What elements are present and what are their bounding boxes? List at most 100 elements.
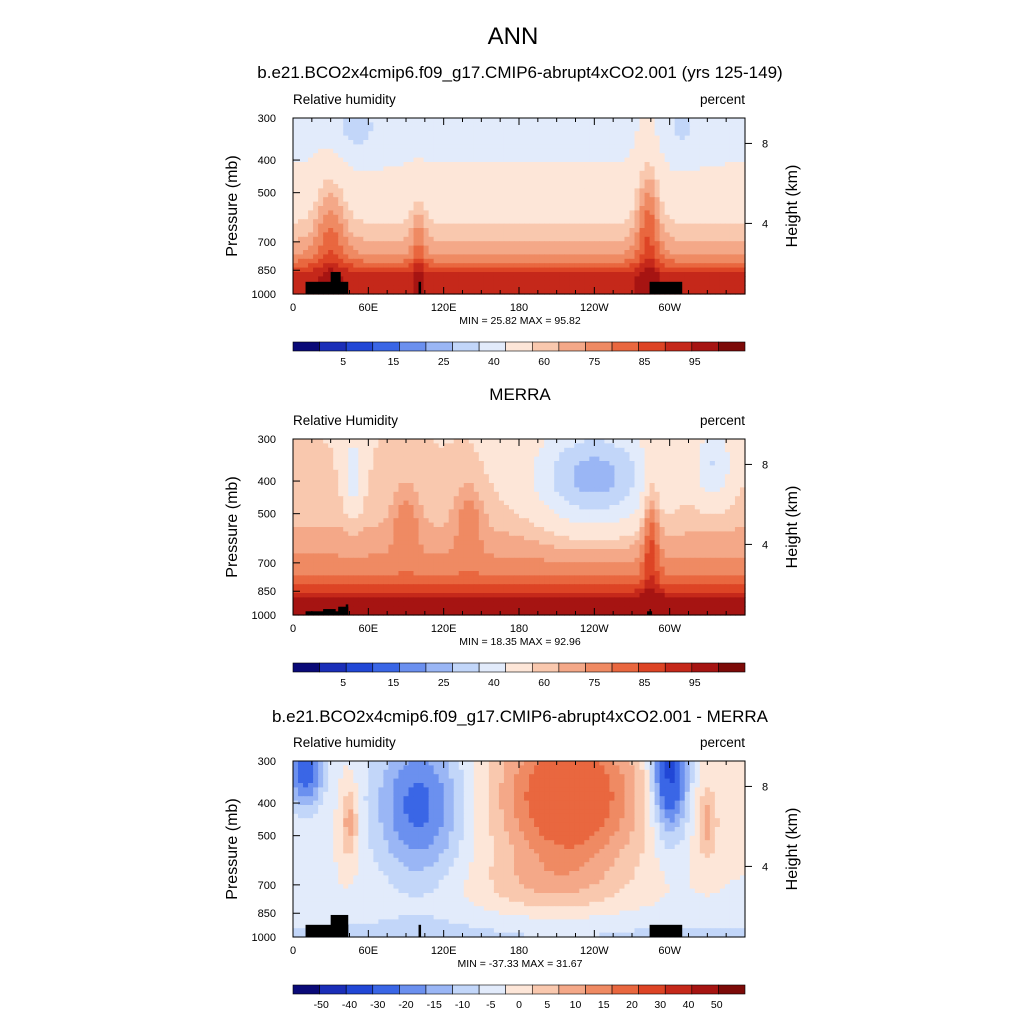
heatmap-cell [429,202,435,207]
heatmap-cell [444,465,450,470]
heatmap-cell [629,232,635,237]
heatmap-cell [614,188,620,193]
heatmap-cell [328,237,334,242]
heatmap-cell [313,180,319,185]
heatmap-cell [619,492,625,497]
heatmap-cell [700,268,706,273]
heatmap-cell [660,206,666,211]
heatmap-cell [444,452,450,457]
heatmap-cell [459,171,465,176]
heatmap-cell [725,193,731,198]
heatmap-cell [363,470,369,475]
heatmap-cell [730,131,736,136]
heatmap-cell [655,175,661,180]
heatmap-cell [629,492,635,497]
heatmap-cell [619,496,625,501]
heatmap-cell [629,193,635,198]
heatmap-cell [539,171,545,176]
heatmap-cell [439,162,445,167]
heatmap-cell [579,202,585,207]
heatmap-cell [564,268,570,273]
heatmap-cell [494,224,500,229]
heatmap-cell [529,448,535,453]
heatmap-cell [318,162,324,167]
heatmap-cell [439,479,445,484]
heatmap-cell [323,501,329,506]
heatmap-cell [670,180,676,185]
heatmap-cell [419,448,425,453]
heatmap-cell [599,232,605,237]
heatmap-cell [710,162,716,167]
heatmap-cell [348,281,354,286]
heatmap-cell [449,162,455,167]
heatmap-cell [660,254,666,259]
heatmap-cell [363,272,369,277]
heatmap-cell [645,237,651,242]
heatmap-cell [383,241,389,246]
heatmap-cell [629,171,635,176]
heatmap-cell [635,193,641,198]
heatmap-cell [393,241,399,246]
heatmap-cell [629,149,635,154]
heatmap-cell [584,285,590,290]
heatmap-cell [700,272,706,277]
x-tick-label: 0 [290,302,296,314]
heatmap-cell [403,457,409,462]
heatmap-cell [419,153,425,158]
heatmap-cell [303,465,309,470]
heatmap-cell [388,202,394,207]
heatmap-cell [454,281,460,286]
heatmap-cell [373,180,379,185]
heatmap-cell [564,175,570,180]
heatmap-cell [635,237,641,242]
heatmap-cell [504,263,510,268]
heatmap-cell [645,219,651,224]
heatmap-cell [624,197,630,202]
heatmap-cell [720,492,726,497]
heatmap-cell [343,175,349,180]
heatmap-cell [579,158,585,163]
heatmap-cell [670,470,676,475]
heatmap-cell [534,465,540,470]
heatmap-cell [670,136,676,141]
heatmap-cell [504,452,510,457]
heatmap-cell [584,457,590,462]
heatmap-cell [469,175,475,180]
heatmap-cell [388,501,394,506]
heatmap-cell [459,496,465,501]
heatmap-cell [459,281,465,286]
heatmap-cell [730,215,736,220]
heatmap-cell [614,479,620,484]
heatmap-cell [690,118,696,123]
heatmap-cell [685,166,691,171]
y2-axis-label: Height (km) [784,165,801,248]
heatmap-cell [720,193,726,198]
heatmap-cell [665,193,671,198]
heatmap-cell [353,224,359,229]
heatmap-cell [635,448,641,453]
heatmap-cell [564,254,570,259]
heatmap-cell [640,153,646,158]
heatmap-cell [298,263,304,268]
heatmap-cell [449,118,455,123]
heatmap-cell [685,272,691,277]
heatmap-cell [303,175,309,180]
heatmap-cell [650,149,656,154]
heatmap-cell [293,443,299,448]
heatmap-cell [388,470,394,475]
heatmap-cell [414,184,420,189]
heatmap-cell [368,206,374,211]
heatmap-cell [464,276,470,281]
heatmap-cell [685,136,691,141]
heatmap-cell [544,285,550,290]
heatmap-cell [313,263,319,268]
heatmap-cell [715,202,721,207]
heatmap-cell [629,272,635,277]
heatmap-cell [479,232,485,237]
heatmap-cell [655,263,661,268]
heatmap-cell [454,474,460,479]
heatmap-cell [514,452,520,457]
heatmap-cell [484,122,490,127]
heatmap-cell [439,457,445,462]
heatmap-cell [640,241,646,246]
